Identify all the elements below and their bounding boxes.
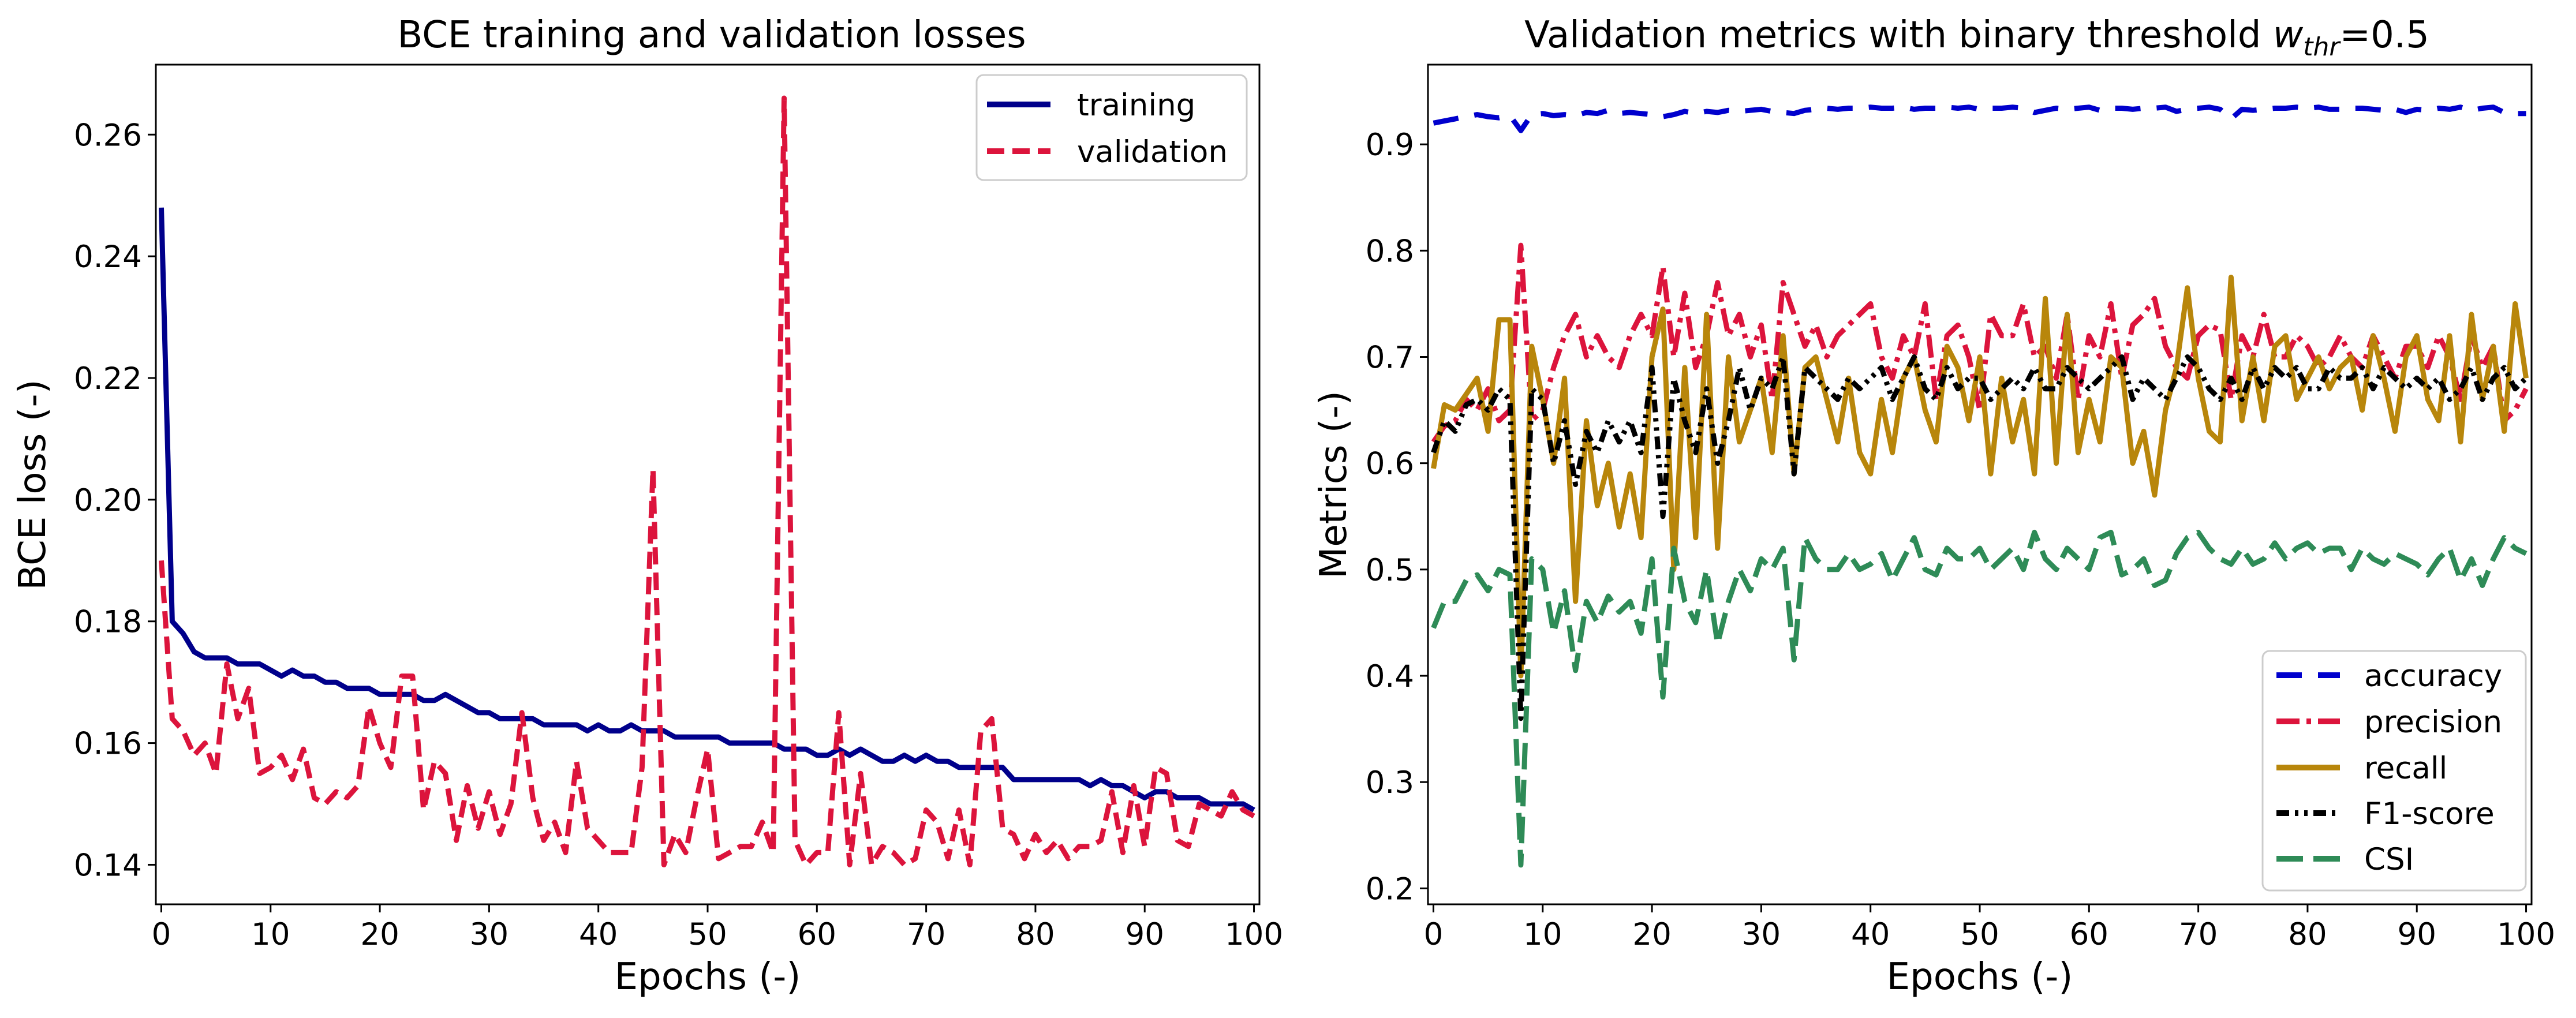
chart-title-main: Validation metrics with binary threshold [1524, 14, 2273, 57]
series-line-recall [1431, 274, 2529, 679]
y-axis-label: Metrics (-) [1313, 391, 1355, 579]
loss-chart: BCE training and validation losses 0 10 20… [12, 14, 1283, 998]
y-tick-label: 0.5 [1366, 553, 1414, 588]
x-tick-label: 0 [1424, 917, 1444, 952]
legend-label-validation: validation [1077, 134, 1228, 170]
y-tick-label: 0.22 [74, 361, 142, 396]
x-tick-label: 10 [251, 917, 290, 952]
x-tick-label: 90 [2398, 917, 2436, 952]
legend: accuracy precision recall F1-score CSI [2261, 650, 2527, 892]
legend-label-training: training [1077, 88, 1195, 123]
x-axis-ticks: 0 10 20 30 40 50 60 70 80 90 100 [152, 904, 1283, 952]
y-tick-label: 0.14 [74, 848, 142, 883]
y-tick-label: 0.18 [74, 605, 142, 640]
y-tick-label: 0.24 [74, 239, 142, 275]
x-tick-label: 70 [2179, 917, 2218, 952]
x-tick-label: 60 [2070, 917, 2108, 952]
chart-title: BCE training and validation losses [397, 14, 1026, 57]
x-tick-label: 70 [907, 917, 945, 952]
y-tick-label: 0.9 [1366, 128, 1414, 163]
x-tick-label: 50 [1960, 917, 1999, 952]
x-tick-label: 40 [579, 917, 618, 952]
chart-title: Validation metrics with binary threshold… [1524, 14, 2429, 62]
y-tick-label: 0.8 [1366, 234, 1414, 269]
x-tick-label: 100 [1225, 917, 1283, 952]
chart-title-suffix: =0.5 [2339, 14, 2429, 57]
x-tick-label: 40 [1851, 917, 1890, 952]
metrics-chart: Validation metrics with binary threshold… [1313, 14, 2555, 998]
x-tick-label: 20 [360, 917, 399, 952]
legend-label-accuracy: accuracy [2364, 658, 2502, 694]
series-layer [1431, 104, 2529, 868]
y-tick-label: 0.3 [1366, 765, 1414, 800]
y-tick-label: 0.7 [1366, 340, 1414, 375]
legend-label-f1-score: F1-score [2364, 796, 2495, 832]
plot-frame [155, 63, 1261, 905]
x-tick-label: 80 [1016, 917, 1055, 952]
series-line-training [159, 207, 1255, 813]
series-line-csi [1431, 529, 2528, 868]
y-axis-ticks: 0.14 0.16 0.18 0.20 0.22 0.24 0.26 [74, 118, 156, 883]
x-tick-label: 100 [2497, 917, 2555, 952]
x-tick-label: 90 [1126, 917, 1164, 952]
x-tick-label: 50 [688, 917, 727, 952]
y-axis-label: BCE loss (-) [12, 379, 54, 590]
x-axis-label: Epochs (-) [1887, 956, 2073, 998]
x-tick-label: 10 [1523, 917, 1562, 952]
y-tick-label: 0.16 [74, 727, 142, 762]
y-axis-ticks: 0.2 0.3 0.4 0.5 0.6 0.7 0.8 0.9 [1366, 128, 1428, 907]
legend-label-recall: recall [2364, 751, 2447, 786]
x-tick-label: 80 [2288, 917, 2327, 952]
x-tick-label: 0 [152, 917, 171, 952]
x-axis-ticks: 0 10 20 30 40 50 60 70 80 90 100 [1424, 904, 2555, 952]
legend-label-csi: CSI [2364, 842, 2414, 877]
chart-title-symbol: w [2273, 14, 2304, 57]
legend: training validation [975, 74, 1248, 181]
legend-label-precision: precision [2364, 705, 2502, 740]
series-line-precision [1431, 242, 2529, 444]
y-tick-label: 0.4 [1366, 659, 1414, 694]
x-tick-label: 30 [1742, 917, 1781, 952]
series-line-f1-score [1431, 354, 2528, 721]
legend-box [2261, 650, 2527, 892]
series-layer [159, 95, 1255, 867]
series-line-accuracy [1433, 104, 2526, 133]
x-tick-label: 60 [798, 917, 836, 952]
y-tick-label: 0.2 [1366, 871, 1414, 907]
y-tick-label: 0.6 [1366, 447, 1414, 482]
x-tick-label: 30 [470, 917, 509, 952]
y-tick-label: 0.26 [74, 118, 142, 153]
series-line-validation [159, 95, 1255, 867]
x-axis-label: Epochs (-) [615, 956, 801, 998]
x-tick-label: 20 [1632, 917, 1671, 952]
y-tick-label: 0.20 [74, 483, 142, 518]
chart-title-subscript: thr [2303, 32, 2341, 62]
